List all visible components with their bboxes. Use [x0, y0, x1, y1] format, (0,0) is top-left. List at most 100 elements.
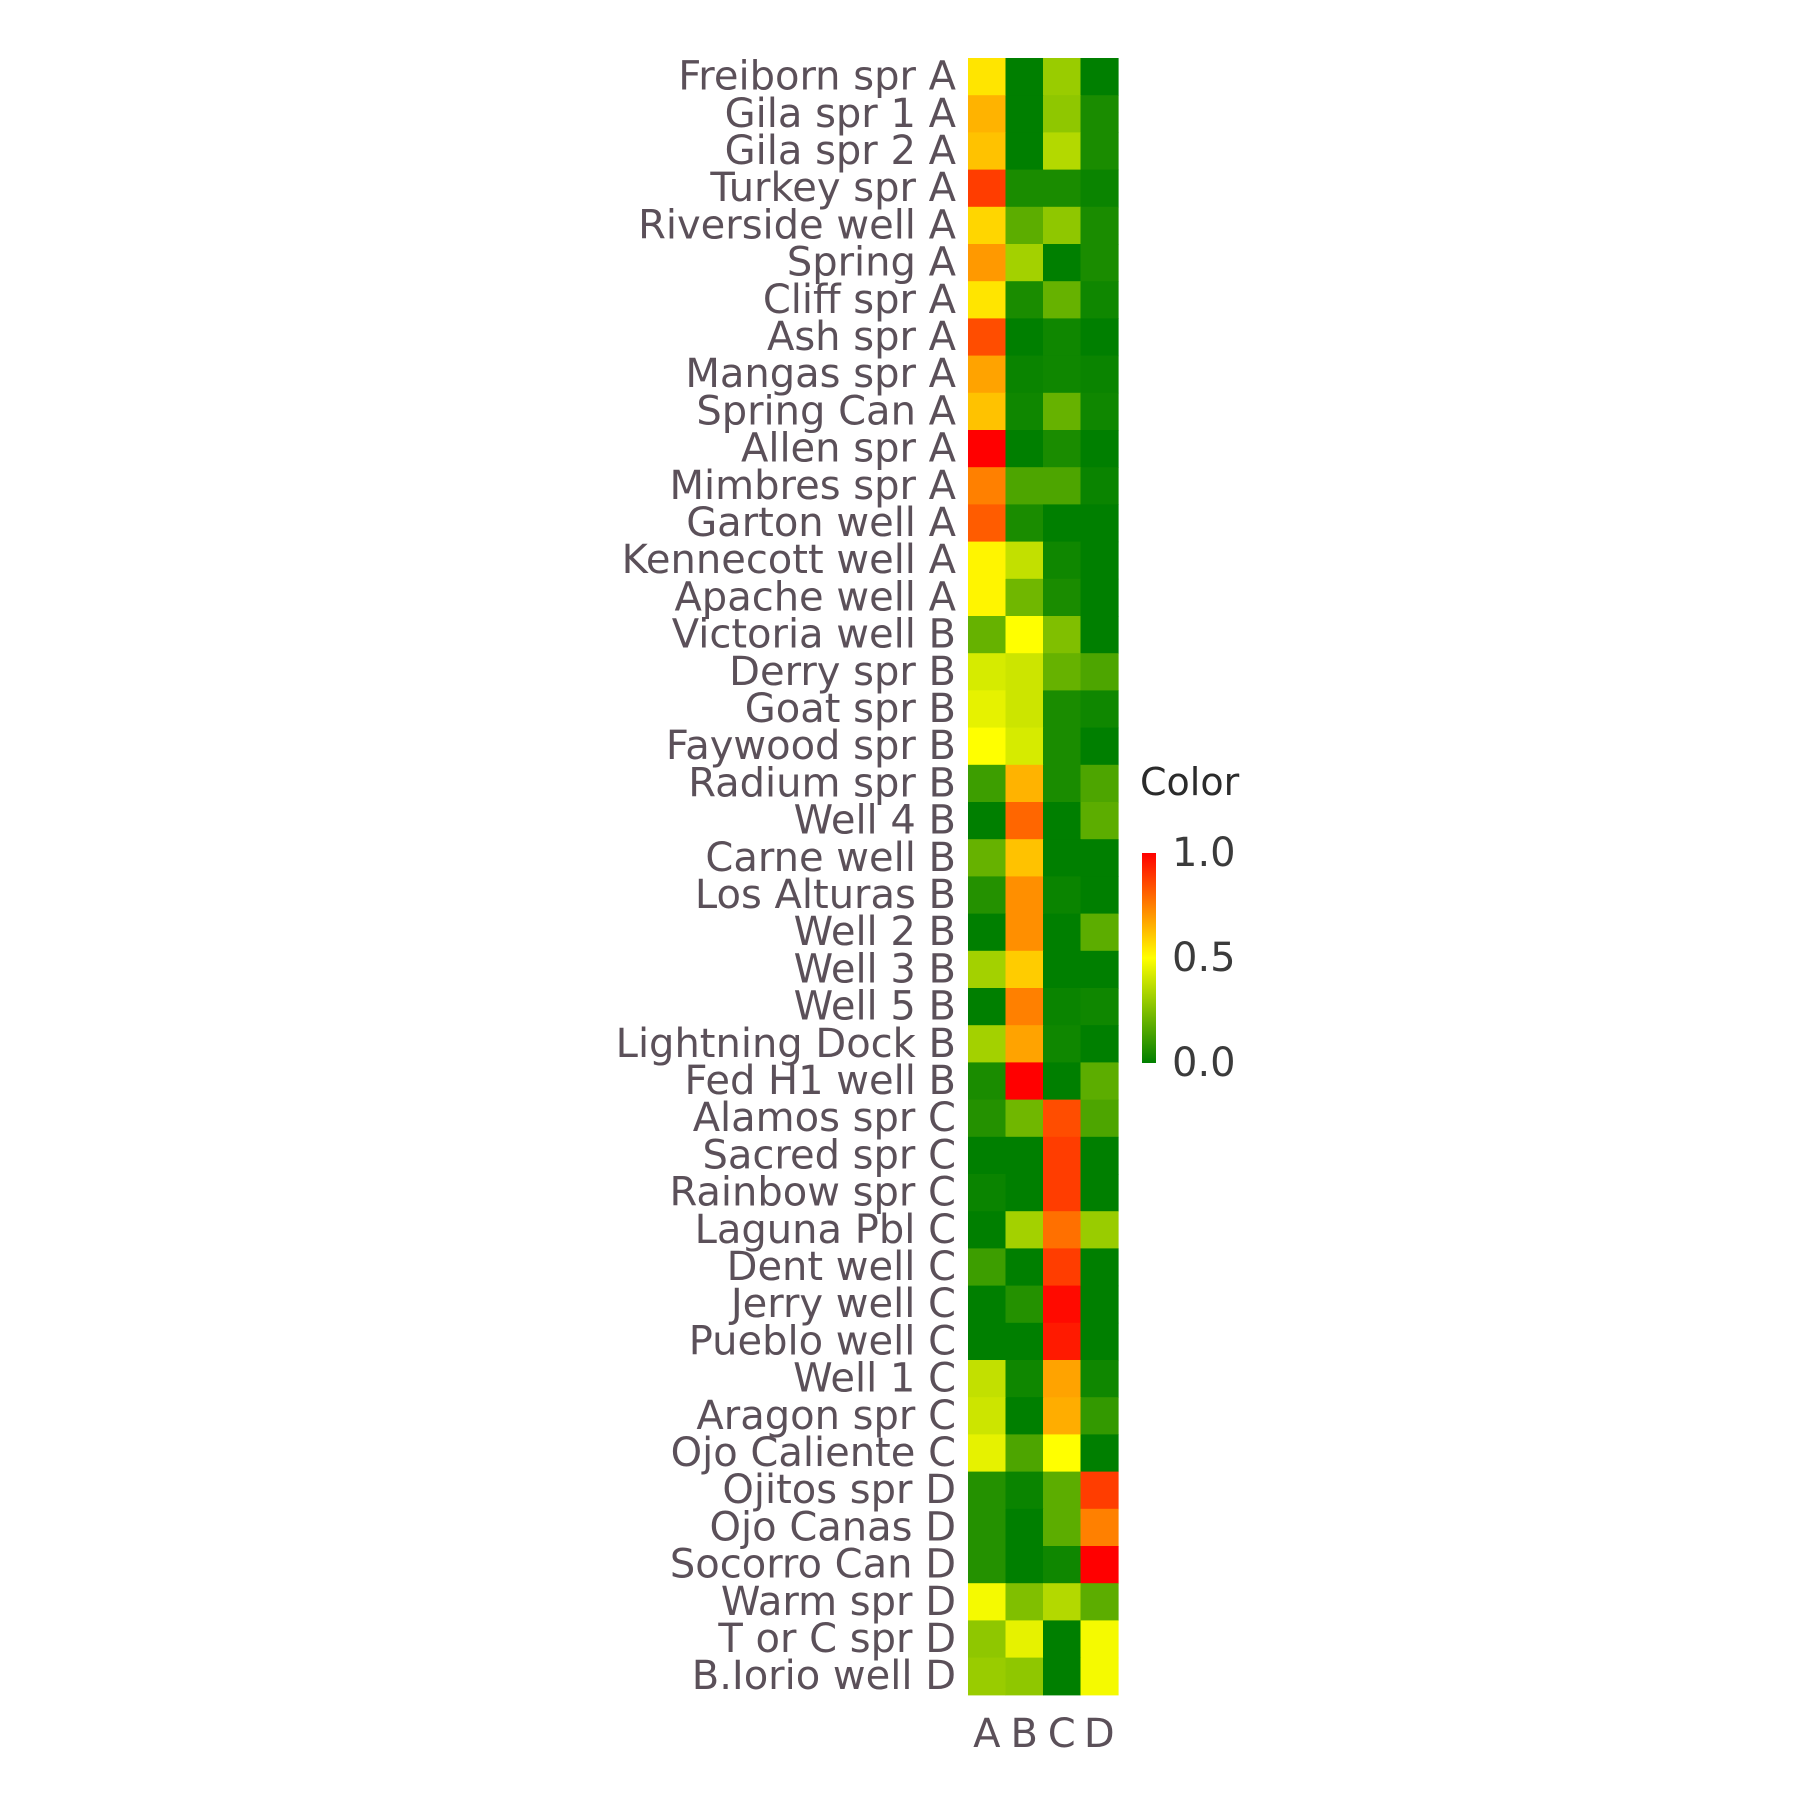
- heatmap-cell: [1080, 1360, 1119, 1398]
- heatmap-cell: [968, 1285, 1007, 1324]
- heatmap-cell: [1043, 1508, 1082, 1547]
- heatmap-cell: [1080, 1471, 1119, 1510]
- heatmap-cell: [1005, 727, 1044, 766]
- heatmap-cell: [1043, 1583, 1082, 1621]
- heatmap-cell: [1005, 206, 1044, 245]
- column-label: C: [1048, 1711, 1076, 1757]
- row-label: Los Alturas B: [695, 872, 956, 918]
- heatmap-cell: [1005, 578, 1044, 617]
- heatmap-cell: [968, 467, 1007, 505]
- heatmap-cell: [968, 1174, 1007, 1212]
- row-label: Jerry well C: [728, 1281, 956, 1327]
- heatmap-cell: [1005, 132, 1044, 171]
- heatmap-cell: [1005, 988, 1044, 1026]
- heatmap-cell: [968, 1099, 1007, 1138]
- heatmap-cell: [1080, 1174, 1119, 1212]
- heatmap-cell: [1080, 1397, 1119, 1435]
- heatmap-cell: [1005, 1620, 1044, 1659]
- heatmap-cell: [1080, 802, 1119, 840]
- heatmap-cell: [1080, 1620, 1119, 1659]
- heatmap-cell: [1005, 1508, 1044, 1547]
- heatmap-cell: [1005, 504, 1044, 543]
- heatmap-cell: [1005, 839, 1044, 877]
- heatmap-cell: [1043, 281, 1082, 319]
- heatmap-cell: [1005, 281, 1044, 319]
- heatmap-cell: [1080, 1099, 1119, 1138]
- heatmap-cell: [1080, 430, 1119, 468]
- heatmap-cell: [1043, 950, 1082, 989]
- heatmap-cell: [1080, 616, 1119, 654]
- heatmap-cell: [1043, 839, 1082, 877]
- row-label: Warm spr D: [721, 1579, 956, 1625]
- heatmap-cell: [1080, 1211, 1119, 1249]
- heatmap-cells: [968, 58, 1119, 1696]
- row-label: Well 5 B: [794, 984, 956, 1030]
- heatmap-cell: [1080, 355, 1119, 394]
- heatmap-cell: [968, 504, 1007, 543]
- heatmap-cell: [1043, 1025, 1082, 1063]
- heatmap-cell: [1043, 504, 1082, 543]
- heatmap-cell: [968, 690, 1007, 729]
- heatmap-cell: [1080, 839, 1119, 877]
- row-label: Well 4 B: [794, 798, 956, 844]
- heatmap-cell: [968, 1508, 1007, 1547]
- row-label: Garton well A: [686, 500, 956, 546]
- heatmap-cell: [1005, 318, 1044, 357]
- heatmap-cell: [1080, 244, 1119, 282]
- row-label: Apache well A: [674, 574, 956, 620]
- heatmap-cell: [1005, 913, 1044, 952]
- heatmap-cell: [1080, 1434, 1119, 1473]
- heatmap-cell: [1043, 578, 1082, 617]
- heatmap-cell: [1080, 1583, 1119, 1621]
- row-label: T or C spr D: [717, 1616, 956, 1662]
- heatmap-cell: [1043, 206, 1082, 245]
- row-label: Laguna Pbl C: [695, 1207, 956, 1253]
- row-label: Gila spr 2 A: [725, 128, 957, 174]
- row-label: Kennecott well A: [622, 537, 957, 583]
- heatmap-cell: [1043, 1174, 1082, 1212]
- row-label: Spring Can A: [696, 388, 956, 434]
- heatmap-cell: [1005, 467, 1044, 505]
- row-label: Socorro Can D: [670, 1542, 956, 1588]
- heatmap-cell: [968, 430, 1007, 468]
- heatmap-cell: [968, 1248, 1007, 1287]
- heatmap-cell: [968, 1322, 1007, 1361]
- heatmap-cell: [968, 653, 1007, 691]
- heatmap-cell: [1043, 467, 1082, 505]
- row-label: Carne well B: [705, 835, 956, 881]
- heatmap-cell: [1080, 764, 1119, 803]
- heatmap-cell: [1005, 1174, 1044, 1212]
- heatmap-cell: [968, 1211, 1007, 1249]
- row-label: Ojo Canas D: [710, 1504, 956, 1550]
- heatmap-cell: [1005, 764, 1044, 803]
- heatmap-cell: [968, 95, 1007, 133]
- row-label: Dent well C: [727, 1244, 956, 1290]
- row-label: Riverside well A: [638, 202, 957, 248]
- heatmap-cell: [1080, 1508, 1119, 1547]
- heatmap-cell: [1005, 1025, 1044, 1063]
- heatmap-cell: [1005, 1397, 1044, 1435]
- heatmap-cell: [1080, 1062, 1119, 1101]
- heatmap-cell: [1080, 913, 1119, 952]
- heatmap-cell: [1043, 392, 1082, 431]
- heatmap-cell: [1080, 1322, 1119, 1361]
- row-label: Mimbres spr A: [670, 463, 957, 509]
- row-label: Lightning Dock B: [616, 1021, 956, 1067]
- heatmap-cell: [1005, 1471, 1044, 1510]
- heatmap-cell: [1005, 169, 1044, 208]
- heatmap-cell: [1080, 281, 1119, 319]
- row-label: Freiborn spr A: [678, 54, 956, 100]
- heatmap-cell: [1080, 690, 1119, 729]
- row-label: Derry spr B: [729, 649, 956, 695]
- heatmap-cell: [968, 764, 1007, 803]
- color-legend: Color 0.0 0.5 1.0: [1140, 760, 1240, 1086]
- heatmap-cell: [1005, 950, 1044, 989]
- heatmap-cell: [968, 988, 1007, 1026]
- heatmap-cell: [968, 1620, 1007, 1659]
- heatmap-cell: [968, 281, 1007, 319]
- heatmap-cell: [1080, 206, 1119, 245]
- heatmap-cell: [1043, 1397, 1082, 1435]
- heatmap-cell: [1080, 392, 1119, 431]
- heatmap-cell: [1043, 169, 1082, 208]
